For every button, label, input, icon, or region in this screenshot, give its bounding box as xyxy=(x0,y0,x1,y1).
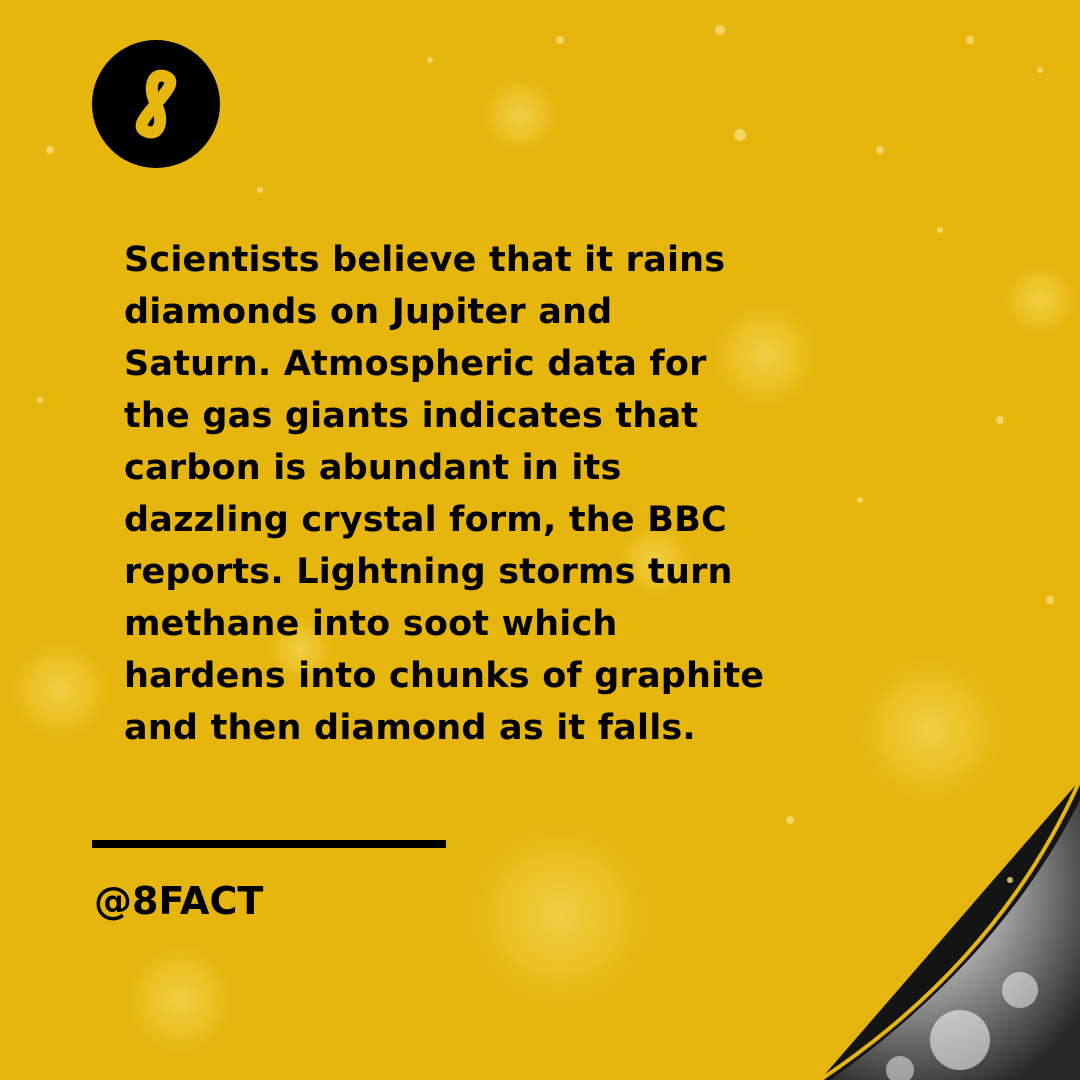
diamond-shapes xyxy=(5,73,1080,1060)
yellow-arc-edge xyxy=(818,779,1080,1080)
account-handle: @8FACT xyxy=(94,879,264,923)
sparkles xyxy=(37,25,1054,883)
infinity-eight-icon xyxy=(135,69,177,139)
logo xyxy=(92,40,220,168)
fact-text: Scientists believe that it rains diamond… xyxy=(124,240,765,748)
divider xyxy=(92,840,446,848)
planet-surface xyxy=(830,800,1080,1080)
